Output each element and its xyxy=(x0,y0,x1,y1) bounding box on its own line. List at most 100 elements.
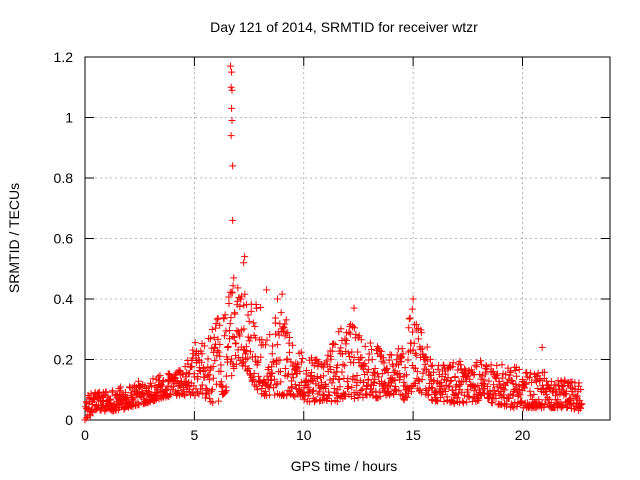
data-point xyxy=(355,332,363,340)
data-point xyxy=(230,274,238,282)
data-point xyxy=(159,377,167,385)
data-point xyxy=(268,363,276,371)
data-point xyxy=(325,392,333,400)
data-point xyxy=(398,353,406,361)
data-point xyxy=(412,351,420,359)
data-point xyxy=(326,363,334,371)
data-point xyxy=(198,358,206,366)
data-point xyxy=(425,380,433,388)
data-point xyxy=(156,371,164,379)
data-point xyxy=(183,369,191,377)
data-point xyxy=(244,311,252,319)
data-point xyxy=(154,373,162,381)
data-point xyxy=(542,390,550,398)
data-point xyxy=(213,347,221,355)
data-point xyxy=(326,352,334,360)
data-point xyxy=(186,363,194,371)
data-point xyxy=(328,379,336,387)
data-point xyxy=(225,293,233,301)
data-point xyxy=(498,361,506,369)
data-point xyxy=(577,401,585,409)
data-point xyxy=(266,331,274,339)
data-point xyxy=(282,316,290,324)
data-point xyxy=(527,392,535,400)
y-tick-label: 0.4 xyxy=(54,291,74,307)
data-point xyxy=(213,315,221,323)
data-point xyxy=(243,347,251,355)
data-point xyxy=(215,348,223,356)
data-point xyxy=(400,378,408,386)
data-point xyxy=(338,368,346,376)
data-point xyxy=(341,362,349,370)
data-point xyxy=(280,324,288,332)
data-point xyxy=(428,396,436,404)
data-point xyxy=(241,290,249,298)
data-point xyxy=(281,364,289,372)
data-point xyxy=(118,401,126,409)
data-point xyxy=(547,378,555,386)
chart-title: Day 121 of 2014, SRMTID for receiver wtz… xyxy=(210,19,478,35)
data-point xyxy=(485,377,493,385)
data-point xyxy=(519,376,527,384)
data-point xyxy=(424,391,432,399)
data-point xyxy=(230,334,238,342)
data-point xyxy=(252,383,260,391)
y-axis-label: SRMTID / TECUs xyxy=(6,183,22,293)
data-point xyxy=(135,401,143,409)
data-point xyxy=(285,333,293,341)
data-point xyxy=(559,402,567,410)
x-tick-label: 10 xyxy=(296,427,312,443)
data-point xyxy=(308,354,315,362)
data-point xyxy=(513,372,521,380)
data-point xyxy=(273,380,281,388)
data-point xyxy=(530,391,538,399)
data-point xyxy=(511,398,519,406)
data-point xyxy=(447,376,455,384)
data-point xyxy=(279,327,287,335)
data-point xyxy=(233,327,241,335)
data-point xyxy=(305,389,313,397)
data-point xyxy=(376,353,384,361)
data-point xyxy=(358,385,366,393)
data-point xyxy=(428,361,436,369)
data-point xyxy=(195,390,203,398)
y-tick-label: 1.2 xyxy=(54,49,74,65)
data-point xyxy=(186,385,194,393)
data-point xyxy=(318,378,326,386)
data-point xyxy=(284,370,292,378)
x-tick-label: 15 xyxy=(405,427,421,443)
data-point xyxy=(288,371,296,379)
data-point xyxy=(328,347,336,355)
data-point xyxy=(462,377,470,385)
data-point xyxy=(272,360,280,368)
data-point xyxy=(413,368,421,376)
data-point xyxy=(263,392,271,400)
data-point xyxy=(368,356,376,364)
data-point xyxy=(393,351,401,359)
data-point xyxy=(210,333,218,341)
data-point xyxy=(418,376,426,384)
data-point xyxy=(251,322,259,330)
data-point xyxy=(237,295,245,303)
data-point xyxy=(507,367,515,375)
data-point xyxy=(159,378,167,386)
data-point xyxy=(250,369,258,377)
data-point xyxy=(487,361,495,369)
data-point xyxy=(459,397,467,405)
data-point xyxy=(449,363,457,371)
data-point xyxy=(228,68,236,76)
data-point xyxy=(516,391,524,399)
data-point xyxy=(189,346,197,354)
data-point xyxy=(241,253,249,261)
data-point xyxy=(501,386,509,394)
data-point xyxy=(171,370,179,378)
data-point xyxy=(284,329,292,337)
data-point xyxy=(209,363,217,371)
data-point xyxy=(377,348,385,356)
data-point xyxy=(334,361,342,369)
data-point xyxy=(368,388,376,396)
data-point xyxy=(271,319,279,327)
data-point xyxy=(399,350,407,358)
data-point xyxy=(523,368,531,376)
data-point xyxy=(341,335,349,343)
